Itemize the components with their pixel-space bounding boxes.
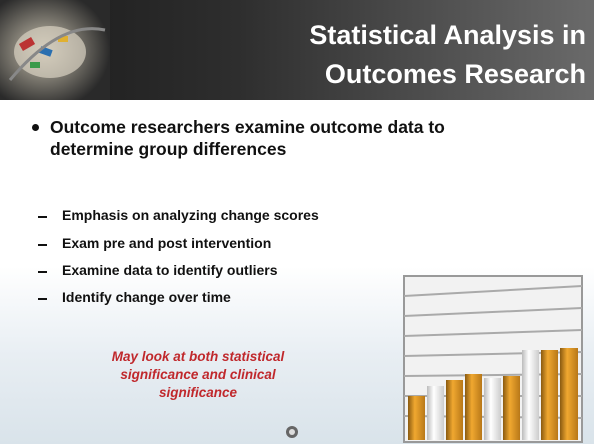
sub-bullet: Emphasis on analyzing change scores <box>62 207 319 223</box>
sub-bullet: Examine data to identify outliers <box>62 262 278 278</box>
dash-marker <box>38 244 47 246</box>
bullet-marker <box>32 124 39 131</box>
dash-marker <box>38 271 47 273</box>
note: May look at both statistical <box>100 349 296 364</box>
sub-bullet: Exam pre and post intervention <box>62 235 271 251</box>
dash-marker <box>38 298 47 300</box>
sub-bullet: Identify change over time <box>62 289 231 305</box>
bullet-text: Outcome researchers examine outcome data… <box>50 117 445 138</box>
header: Statistical Analysis in Outcomes Researc… <box>0 0 594 100</box>
bullet-text: determine group differences <box>50 139 286 160</box>
title: Outcomes Research <box>325 59 586 90</box>
note: significance and clinical <box>100 367 296 382</box>
note: significance <box>100 385 296 400</box>
footer-icon <box>284 424 300 440</box>
header-image <box>0 0 110 100</box>
title: Statistical Analysis in <box>309 20 586 51</box>
chart-graphic <box>396 256 594 444</box>
dash-marker <box>38 216 47 218</box>
slide: Statistical Analysis in Outcomes Researc… <box>0 0 594 444</box>
